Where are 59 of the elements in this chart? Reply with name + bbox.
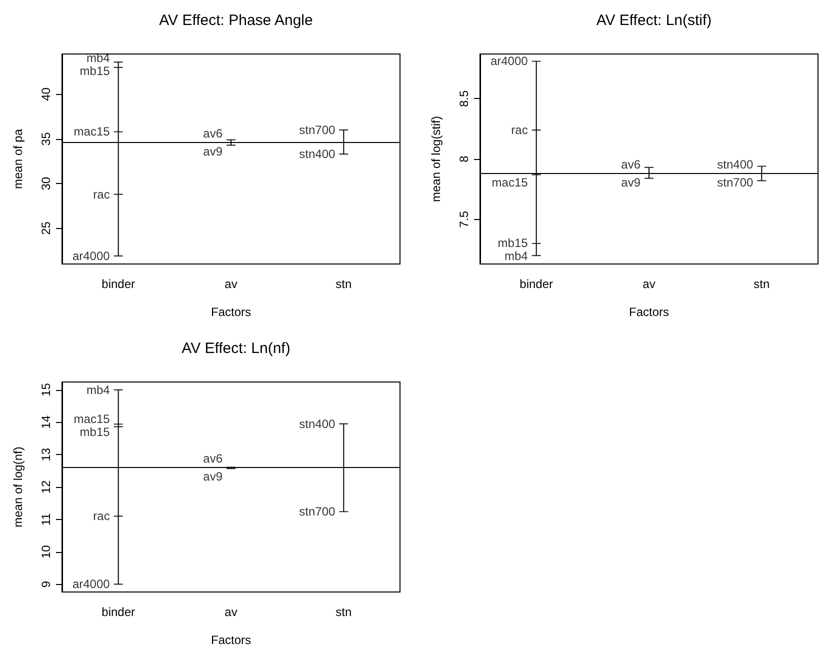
data-label: mb15 bbox=[80, 424, 110, 439]
x-tick-label: binder bbox=[102, 605, 136, 619]
data-label: mb4 bbox=[86, 51, 110, 66]
y-tick-label: 13 bbox=[39, 448, 53, 462]
data-label: av6 bbox=[621, 157, 641, 172]
x-tick-label: av bbox=[224, 277, 238, 291]
chart-title: AV Effect: Phase Angle bbox=[159, 12, 313, 29]
x-tick-label: stn bbox=[336, 277, 352, 291]
y-tick-label: 40 bbox=[39, 87, 53, 101]
y-tick-label: 12 bbox=[39, 480, 53, 494]
y-tick-label: 25 bbox=[39, 221, 53, 235]
data-label: mac15 bbox=[74, 412, 110, 426]
x-tick-label: av bbox=[224, 605, 238, 619]
y-tick-label: 35 bbox=[39, 132, 53, 146]
data-label: rac bbox=[93, 509, 110, 524]
data-label: mac15 bbox=[74, 124, 110, 139]
y-axis-title: mean of log(stif) bbox=[429, 116, 443, 202]
data-label: stn400 bbox=[299, 147, 336, 162]
data-label: av6 bbox=[203, 126, 223, 140]
x-tick-label: stn bbox=[336, 605, 352, 619]
data-label: mb15 bbox=[80, 64, 110, 78]
data-label: mb4 bbox=[504, 249, 528, 264]
chart-title: AV Effect: Ln(nf) bbox=[182, 340, 290, 357]
y-axis-title: mean of pa bbox=[11, 128, 25, 190]
y-tick-label: 7.5 bbox=[457, 210, 471, 228]
data-label: rac bbox=[93, 187, 110, 202]
y-tick-label: 15 bbox=[39, 382, 53, 396]
x-tick-label: binder bbox=[520, 277, 554, 291]
data-label: stn400 bbox=[299, 416, 336, 431]
data-label: mb4 bbox=[86, 382, 110, 397]
data-label: stn700 bbox=[299, 504, 336, 519]
y-tick-label: 8 bbox=[457, 155, 471, 162]
y-tick-label: 10 bbox=[39, 544, 53, 558]
data-label: stn700 bbox=[717, 175, 754, 190]
y-axis-title: mean of log(nf) bbox=[11, 446, 25, 528]
x-tick-label: stn bbox=[754, 277, 770, 291]
data-label: mac15 bbox=[492, 175, 528, 190]
y-tick-label: 30 bbox=[39, 176, 53, 190]
data-label: rac bbox=[511, 123, 528, 138]
data-label: av9 bbox=[203, 144, 223, 158]
data-label: av9 bbox=[621, 175, 641, 190]
data-label: av9 bbox=[203, 470, 223, 484]
data-label: ar4000 bbox=[72, 577, 110, 592]
data-label: stn700 bbox=[299, 122, 336, 137]
x-axis-title: Factors bbox=[210, 633, 252, 647]
data-label: av6 bbox=[203, 452, 223, 466]
data-label: ar4000 bbox=[490, 54, 528, 68]
data-label: ar4000 bbox=[72, 248, 110, 263]
y-tick-label: 8.5 bbox=[457, 90, 471, 107]
x-axis-title: Factors bbox=[210, 305, 252, 319]
y-tick-label: 14 bbox=[39, 415, 53, 429]
x-axis-title: Factors bbox=[628, 305, 670, 319]
x-tick-label: av bbox=[642, 277, 656, 291]
x-tick-label: binder bbox=[102, 277, 136, 291]
chart-title: AV Effect: Ln(stif) bbox=[596, 12, 712, 29]
y-tick-label: 11 bbox=[39, 512, 53, 526]
data-label: stn400 bbox=[717, 157, 754, 172]
y-tick-label: 9 bbox=[39, 580, 53, 588]
data-label: mb15 bbox=[498, 236, 528, 250]
